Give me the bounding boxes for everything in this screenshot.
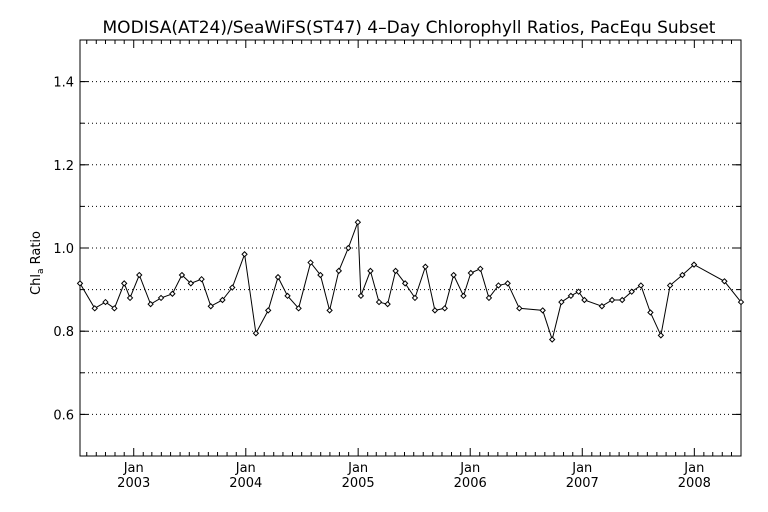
data-point [307,259,314,266]
x-tick-year-label: 2008 [678,476,711,491]
y-axis-label: Chla Ratio [29,231,46,295]
y-axis-ticks: 0.6 0.8 1.0 1.2 1.4 [53,76,741,423]
x-tick-year-label: 2005 [342,476,375,491]
data-point [126,294,134,302]
series-layer [76,219,745,343]
data-point [608,296,616,304]
data-point [178,271,186,279]
x-axis-ticks: Jan2003Jan2004Jan2005Jan2006Jan2007Jan20… [86,40,742,491]
data-point [628,288,635,295]
series-line [79,222,742,342]
data-point [274,273,282,281]
x-tick-month-label: Jan [347,461,368,476]
data-point [264,307,272,314]
data-point [157,294,165,302]
data-point [91,305,98,312]
data-point [198,275,205,283]
data-point [252,330,260,337]
data-point [721,278,728,285]
data-point [558,298,565,306]
data-point [450,271,457,279]
data-point [284,292,291,300]
data-point [345,244,352,252]
data-point [737,298,745,306]
data-point [354,219,362,226]
data-point [136,271,143,279]
x-tick-month-label: Jan [683,461,704,476]
data-point [647,309,654,316]
data-point [431,307,439,314]
y-axis-label-main: Chl [29,274,44,295]
data-point [485,294,493,302]
data-point [411,294,419,302]
data-point [598,303,606,310]
data-point [690,261,698,268]
data-point [567,292,575,300]
data-point [367,267,374,275]
data-point [460,292,467,300]
x-tick-month-label: Jan [571,461,592,476]
y-tick-label: 0.8 [53,325,74,340]
data-point [317,271,324,279]
x-tick-year-label: 2004 [229,476,262,491]
data-point [335,267,343,275]
data-point [111,305,118,312]
data-point [467,269,475,277]
data-point [637,282,645,289]
data-point [516,305,523,312]
data-point [207,303,214,310]
data-point [679,271,686,279]
x-tick-month-label: Jan [123,461,144,476]
y-tick-label: 0.6 [53,408,74,423]
grid-lines [80,81,741,415]
data-point [169,290,176,297]
data-point [357,292,365,300]
x-tick-month-label: Jan [235,461,256,476]
data-point [102,298,109,306]
data-point [548,336,556,343]
chart-title: MODISA(AT24)/SeaWiFS(ST47) 4–Day Chlorop… [103,18,716,38]
y-axis-label-rest: Ratio [29,231,44,269]
data-point [666,282,674,289]
data-point [504,280,511,287]
data-point [422,263,429,270]
data-point [441,305,448,312]
data-point [581,296,588,304]
data-point [539,307,546,314]
data-point [326,307,333,314]
data-point [495,282,502,289]
data-point [657,332,665,339]
y-axis-label-subscript: a [36,269,46,275]
x-tick-year-label: 2007 [566,476,599,491]
data-point [147,300,154,308]
y-tick-label: 1.2 [53,159,74,174]
plot-frame [79,39,742,457]
data-point [229,284,236,291]
data-point [375,298,383,306]
data-point [187,280,195,287]
data-point [575,288,582,295]
data-point [121,280,128,287]
y-tick-label: 1.0 [53,242,74,257]
data-point [76,280,84,287]
data-point [384,300,391,308]
x-tick-month-label: Jan [459,461,480,476]
data-point [219,296,226,304]
data-point [401,280,409,287]
data-point [618,296,626,304]
data-point [295,305,302,312]
data-point [241,251,248,258]
x-tick-year-label: 2006 [454,476,487,491]
x-tick-year-label: 2003 [117,476,150,491]
data-point [392,267,399,275]
y-tick-label: 1.4 [53,76,74,91]
data-point [477,265,484,273]
